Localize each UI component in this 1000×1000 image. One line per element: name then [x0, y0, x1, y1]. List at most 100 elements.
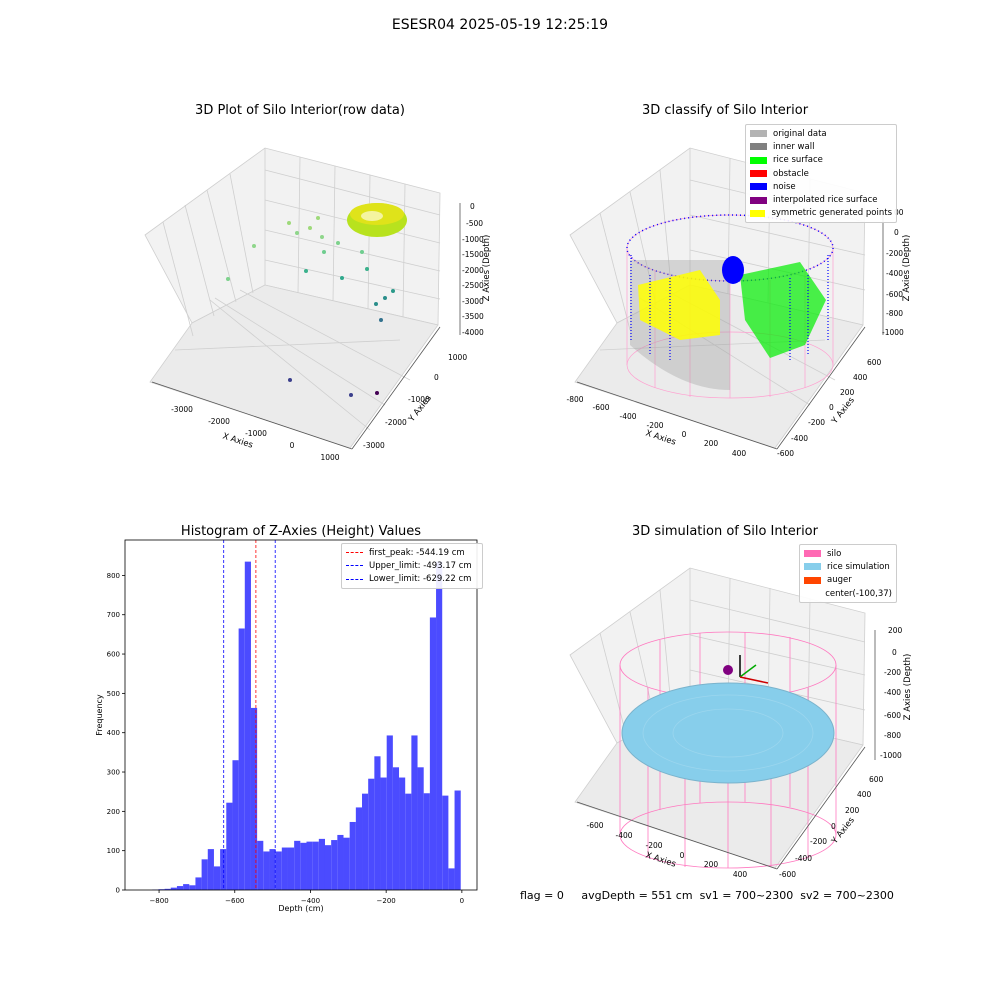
- legend-item: symmetric generated points: [750, 207, 892, 220]
- histogram-bar: [368, 778, 375, 890]
- p4-ztick: -400: [884, 688, 901, 697]
- panel1-axis-lines: [151, 203, 461, 450]
- legend-swatch: [804, 590, 819, 597]
- histogram-bar: [220, 849, 227, 890]
- panel4-3d-plot: -600 -400 -200 0 200 400 600 400 200 0 -…: [569, 567, 913, 879]
- histogram-bar: [349, 821, 356, 890]
- legend-label: first_peak: -544.19 cm: [369, 547, 465, 558]
- histogram-bar: [176, 886, 184, 890]
- legend-swatch: [750, 143, 767, 151]
- p4-ztick: -600: [884, 711, 901, 720]
- y-tick-label: 300: [107, 769, 120, 777]
- histogram-bar: [232, 760, 239, 890]
- histogram-bar: [318, 838, 325, 890]
- panel3-title: Histogram of Z-Axies (Height) Values: [180, 524, 422, 539]
- p4-xtick: 200: [704, 860, 719, 869]
- status-footer: flag = 0 avgDepth = 551 cm sv1 = 700~230…: [520, 889, 894, 902]
- legend-item: rice surface: [750, 154, 892, 167]
- y-tick-label: 700: [107, 611, 120, 619]
- p4-xlabel: X Axies: [644, 850, 677, 869]
- p1-xtick: -2000: [208, 417, 230, 426]
- legend-label: Upper_limit: -493.17 cm: [369, 560, 472, 571]
- p1-ztick: -2500: [462, 281, 484, 290]
- legend-label: rice surface: [773, 155, 823, 166]
- histogram-bar: [287, 847, 295, 890]
- histogram-ref-lines: [223, 540, 276, 890]
- histogram-bar: [405, 793, 412, 890]
- p4-ytick: 0: [831, 822, 836, 831]
- p2-xlabel: X Axies: [644, 428, 677, 447]
- histogram-legend: first_peak: -544.19 cm Upper_limit: -493…: [341, 543, 483, 589]
- p2-ztick: 0: [894, 228, 899, 237]
- legend-item: rice simulation: [804, 560, 892, 573]
- p2-ytick: -400: [791, 434, 808, 443]
- legend-label: original data: [773, 128, 827, 139]
- sv2-text: sv2 = 700~2300: [800, 889, 894, 902]
- histogram-bar: [312, 841, 319, 890]
- panel4-title: 3D simulation of Silo Interior: [632, 524, 818, 539]
- legend-swatch: [750, 170, 767, 178]
- p1-xtick: -1000: [245, 429, 267, 438]
- histogram-bar: [380, 777, 387, 890]
- p2-xtick: -400: [619, 412, 636, 421]
- legend-item: noise: [750, 180, 892, 193]
- p2-ztick: -800: [886, 309, 903, 318]
- histogram-x-ticks: −800 −600 −400 −200 0: [149, 890, 464, 905]
- legend-swatch: [750, 156, 767, 164]
- histogram-bar: [244, 561, 251, 890]
- legend-item: Upper_limit: -493.17 cm: [346, 559, 478, 572]
- y-tick-label: 500: [107, 690, 120, 698]
- panel4-legend: silo rice simulation auger center(-100,3…: [799, 544, 897, 604]
- p4-ytick: -600: [779, 870, 796, 879]
- histogram-bar: [275, 851, 282, 890]
- histogram-frame: [124, 539, 478, 891]
- y-tick-label: 400: [107, 729, 120, 737]
- panel1-title: 3D Plot of Silo Interior(row data): [195, 103, 405, 118]
- sv1-text: sv1 = 700~2300: [699, 889, 794, 902]
- histogram-bar: [300, 842, 307, 890]
- p1-ztick: -2000: [462, 266, 484, 275]
- x-tick-label: −600: [225, 897, 244, 905]
- p1-ytick: 0: [434, 373, 439, 382]
- legend-swatch: [804, 576, 821, 584]
- legend-line: [346, 578, 363, 580]
- p2-ytick: 200: [840, 388, 855, 397]
- histogram-bar: [442, 795, 449, 890]
- histogram-bar: [238, 628, 245, 890]
- y-tick-label: 800: [107, 572, 120, 580]
- p1-ztick: -1500: [462, 250, 484, 259]
- panel4-rice-simulation: [621, 682, 835, 784]
- p2-ytick: -600: [777, 449, 794, 458]
- panel1-3d-plot: -3000 -2000 -1000 0 1000 1000 0 -1000 -2…: [144, 147, 492, 462]
- histogram-xlabel: Depth (cm): [278, 904, 323, 913]
- p2-ytick: 400: [853, 373, 868, 382]
- p4-xtick: -400: [615, 831, 632, 840]
- legend-label: center(-100,37): [825, 588, 892, 599]
- x-tick-label: −400: [301, 897, 320, 905]
- figure-title: ESESR04 2025-05-19 12:25:19: [391, 17, 609, 33]
- legend-line: [346, 565, 363, 567]
- legend-label: symmetric generated points: [771, 208, 892, 219]
- legend-label: rice simulation: [827, 561, 890, 572]
- p1-ytick: 1000: [448, 353, 467, 362]
- legend-label: silo: [827, 548, 842, 559]
- p4-ztick: 0: [892, 648, 897, 657]
- panel2-title: 3D classify of Silo Interior: [641, 103, 809, 118]
- x-tick-label: 0: [460, 897, 464, 905]
- p2-ztick: -600: [886, 290, 903, 299]
- histogram-bar: [399, 777, 406, 890]
- p2-xtick: -600: [592, 403, 609, 412]
- legend-item: Lower_limit: -629.22 cm: [346, 573, 478, 586]
- p4-zlabel: Z Axies (Depth): [903, 654, 913, 721]
- legend-item: auger: [804, 574, 892, 587]
- p2-xtick: -200: [646, 421, 663, 430]
- histogram-bar: [436, 561, 443, 890]
- histogram-bar: [411, 735, 418, 890]
- p1-xtick: -3000: [171, 405, 193, 414]
- legend-label: Lower_limit: -629.22 cm: [369, 574, 472, 585]
- legend-swatch: [750, 130, 767, 138]
- panel2-3d-plot: -800 -600 -400 -200 0 200 400 600 400 20…: [566, 147, 912, 458]
- avg-depth-text: avgDepth = 551 cm: [581, 889, 693, 902]
- p4-ytick: 600: [869, 775, 884, 784]
- legend-label: auger: [827, 575, 852, 586]
